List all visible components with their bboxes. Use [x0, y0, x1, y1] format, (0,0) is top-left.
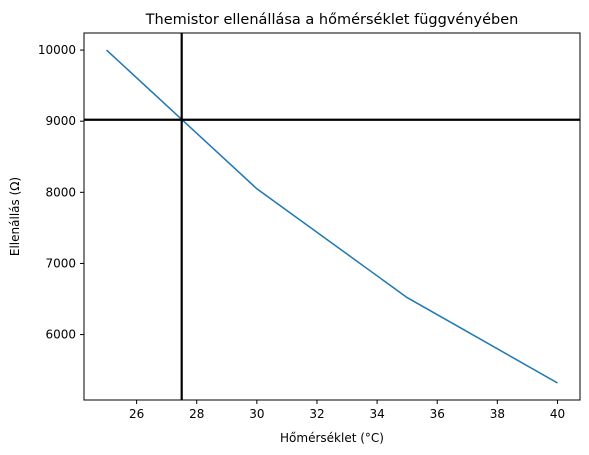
- x-axis-label: Hőmérséklet (°C): [280, 431, 384, 445]
- y-tick-label: 10000: [38, 43, 76, 57]
- x-tick-label: 40: [550, 407, 565, 421]
- reference-lines: [84, 33, 580, 400]
- x-tick-label: 30: [249, 407, 264, 421]
- x-tick-label: 26: [129, 407, 144, 421]
- x-tick-label: 32: [309, 407, 324, 421]
- y-tick-label: 8000: [45, 185, 76, 199]
- y-tick-label: 6000: [45, 328, 76, 342]
- y-tick-label: 9000: [45, 114, 76, 128]
- x-tick-label: 34: [369, 407, 384, 421]
- x-tick-label: 38: [490, 407, 505, 421]
- y-axis-label: Ellenállás (Ω): [8, 177, 22, 256]
- y-axis-ticks: 6000 7000 8000 9000 10000: [38, 43, 84, 342]
- plot-area: [83, 32, 581, 401]
- y-tick-label: 7000: [45, 256, 76, 270]
- x-tick-label: 28: [189, 407, 204, 421]
- chart-title: Themistor ellenállása a hőmérséklet függ…: [145, 12, 519, 28]
- plot-frame: [83, 32, 581, 401]
- x-tick-label: 36: [430, 407, 445, 421]
- x-axis-ticks: 26 28 30 32 34 36 38 40: [129, 400, 565, 421]
